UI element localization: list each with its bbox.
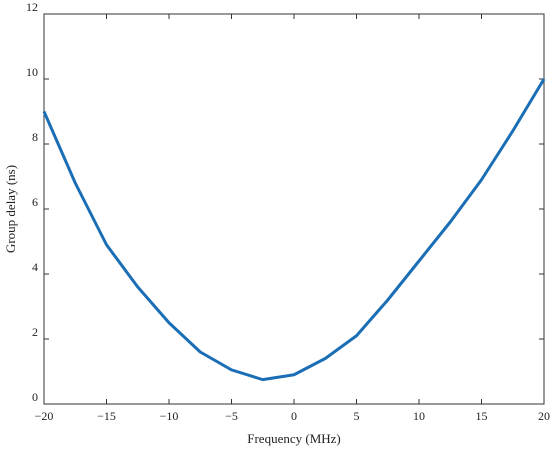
plot-frame <box>43 13 545 405</box>
x-axis-title: Frequency (MHz) <box>247 431 341 446</box>
x-tick-label: 10 <box>413 409 425 423</box>
y-tick-label: 2 <box>32 325 38 339</box>
y-tick-label: 10 <box>26 65 38 79</box>
y-tick-label: 6 <box>32 195 38 209</box>
y-tick-label: 12 <box>26 0 38 14</box>
x-tick-label: −10 <box>160 409 179 423</box>
data-line <box>42 78 546 382</box>
y-tick-label: 0 <box>32 390 38 404</box>
y-tick-label: 4 <box>32 260 38 274</box>
y-axis-title: Group delay (ns) <box>3 165 18 253</box>
x-tick-label: 15 <box>476 409 488 423</box>
y-tick-label: 8 <box>32 130 38 144</box>
x-tick-label: 0 <box>291 409 297 423</box>
x-tick-label: 20 <box>538 409 550 423</box>
x-tick-label: −15 <box>97 409 116 423</box>
x-tick-label: −20 <box>35 409 54 423</box>
x-tick-label: −5 <box>225 409 238 423</box>
x-tick-label: 5 <box>354 409 360 423</box>
